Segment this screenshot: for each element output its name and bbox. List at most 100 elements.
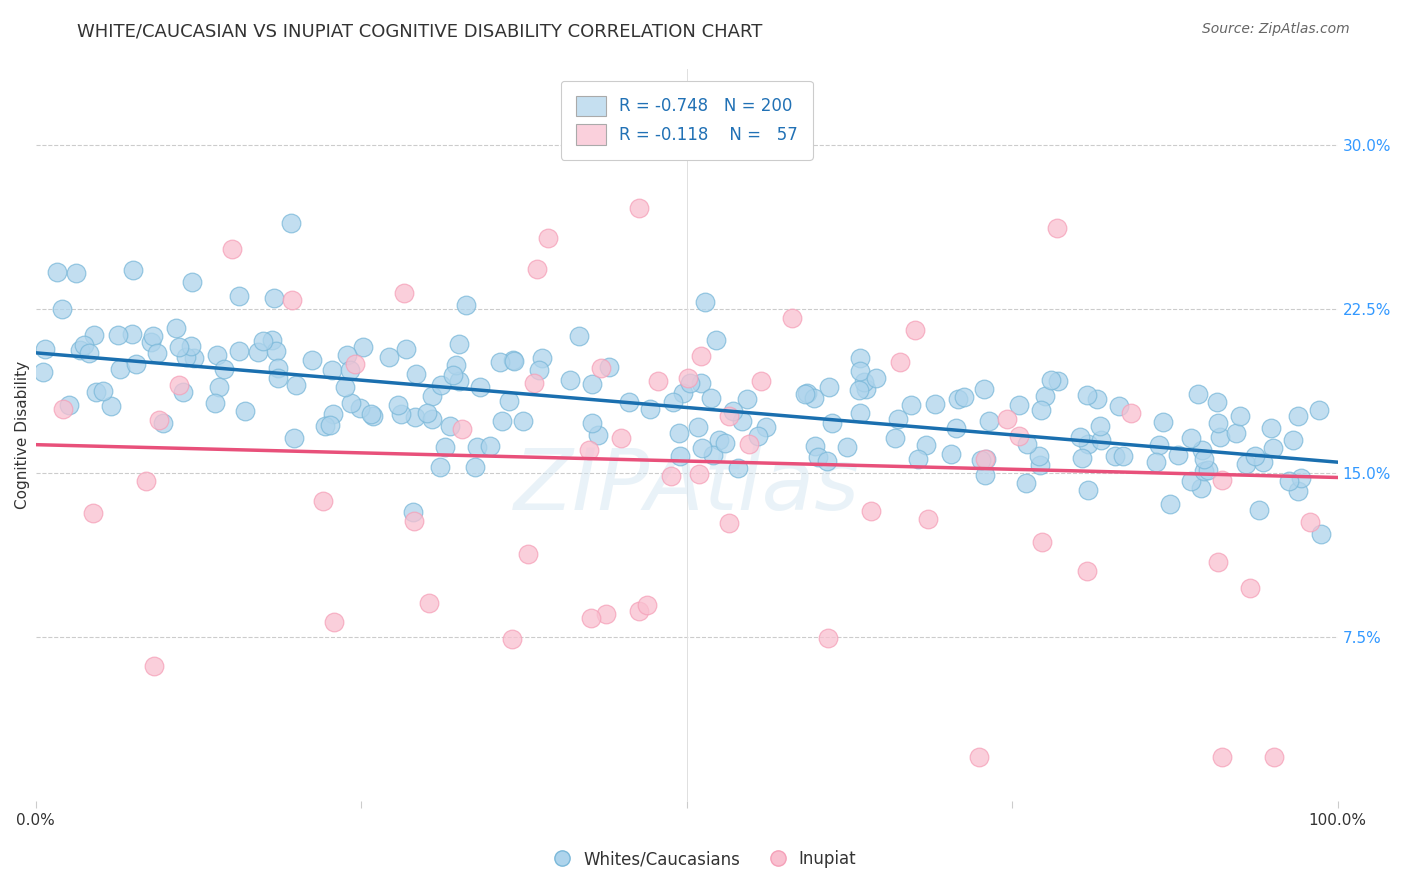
- Point: [915, 438, 938, 452]
- Point: [502, 353, 524, 368]
- Point: [647, 374, 669, 388]
- Point: [392, 286, 415, 301]
- Legend: R = -0.748   N = 200, R = -0.118    N =   57: R = -0.748 N = 200, R = -0.118 N = 57: [561, 80, 813, 160]
- Point: [924, 397, 946, 411]
- Point: [284, 378, 307, 392]
- Point: [1189, 481, 1212, 495]
- Point: [1234, 458, 1257, 472]
- Point: [1187, 386, 1209, 401]
- Point: [322, 615, 344, 630]
- Point: [135, 474, 157, 488]
- Point: [58, 398, 80, 412]
- Text: ZIPAtlas: ZIPAtlas: [513, 444, 859, 527]
- Point: [581, 376, 603, 391]
- Point: [344, 357, 367, 371]
- Point: [676, 371, 699, 385]
- Y-axis label: Cognitive Disability: Cognitive Disability: [15, 360, 30, 509]
- Point: [669, 449, 692, 463]
- Point: [782, 310, 804, 325]
- Point: [183, 351, 205, 365]
- Point: [579, 611, 602, 625]
- Point: [378, 350, 401, 364]
- Point: [721, 403, 744, 417]
- Point: [433, 440, 456, 454]
- Point: [107, 327, 129, 342]
- Point: [402, 505, 425, 519]
- Point: [146, 346, 169, 360]
- Point: [977, 414, 1000, 428]
- Point: [1167, 448, 1189, 462]
- Point: [738, 437, 761, 451]
- Point: [169, 378, 191, 392]
- Point: [72, 337, 94, 351]
- Point: [849, 364, 872, 378]
- Point: [688, 467, 710, 482]
- Point: [848, 383, 870, 397]
- Point: [333, 380, 356, 394]
- Point: [267, 371, 290, 385]
- Point: [1159, 497, 1181, 511]
- Point: [441, 368, 464, 383]
- Point: [690, 349, 713, 363]
- Point: [1119, 406, 1142, 420]
- Point: [228, 289, 250, 303]
- Point: [176, 350, 198, 364]
- Point: [180, 339, 202, 353]
- Point: [900, 398, 922, 412]
- Point: [1211, 750, 1233, 764]
- Point: [1069, 430, 1091, 444]
- Point: [627, 605, 650, 619]
- Point: [402, 514, 425, 528]
- Point: [689, 376, 711, 390]
- Point: [1239, 581, 1261, 595]
- Point: [1180, 474, 1202, 488]
- Point: [1033, 389, 1056, 403]
- Point: [405, 367, 427, 381]
- Point: [221, 242, 243, 256]
- Point: [818, 380, 841, 394]
- Point: [512, 413, 534, 427]
- Point: [995, 412, 1018, 426]
- Point: [498, 393, 520, 408]
- Point: [312, 494, 335, 508]
- Point: [361, 409, 384, 423]
- Point: [803, 391, 825, 405]
- Point: [262, 334, 284, 348]
- Point: [1192, 452, 1215, 467]
- Point: [610, 431, 633, 445]
- Point: [84, 384, 107, 399]
- Point: [395, 342, 418, 356]
- Point: [212, 362, 235, 376]
- Point: [889, 355, 911, 369]
- Point: [429, 459, 451, 474]
- Point: [464, 459, 486, 474]
- Point: [465, 440, 488, 454]
- Point: [491, 414, 513, 428]
- Point: [167, 340, 190, 354]
- Point: [1015, 476, 1038, 491]
- Point: [686, 420, 709, 434]
- Point: [451, 422, 474, 436]
- Point: [1289, 471, 1312, 485]
- Point: [1192, 464, 1215, 478]
- Point: [489, 355, 512, 369]
- Point: [69, 343, 91, 357]
- Point: [1085, 392, 1108, 406]
- Point: [91, 384, 114, 398]
- Point: [636, 599, 658, 613]
- Point: [83, 328, 105, 343]
- Point: [1088, 418, 1111, 433]
- Point: [389, 407, 412, 421]
- Point: [945, 420, 967, 434]
- Point: [558, 373, 581, 387]
- Point: [360, 407, 382, 421]
- Point: [416, 406, 439, 420]
- Point: [946, 392, 969, 407]
- Point: [301, 352, 323, 367]
- Point: [517, 547, 540, 561]
- Point: [973, 382, 995, 396]
- Point: [717, 516, 740, 530]
- Point: [695, 295, 717, 310]
- Point: [640, 401, 662, 416]
- Point: [887, 412, 910, 426]
